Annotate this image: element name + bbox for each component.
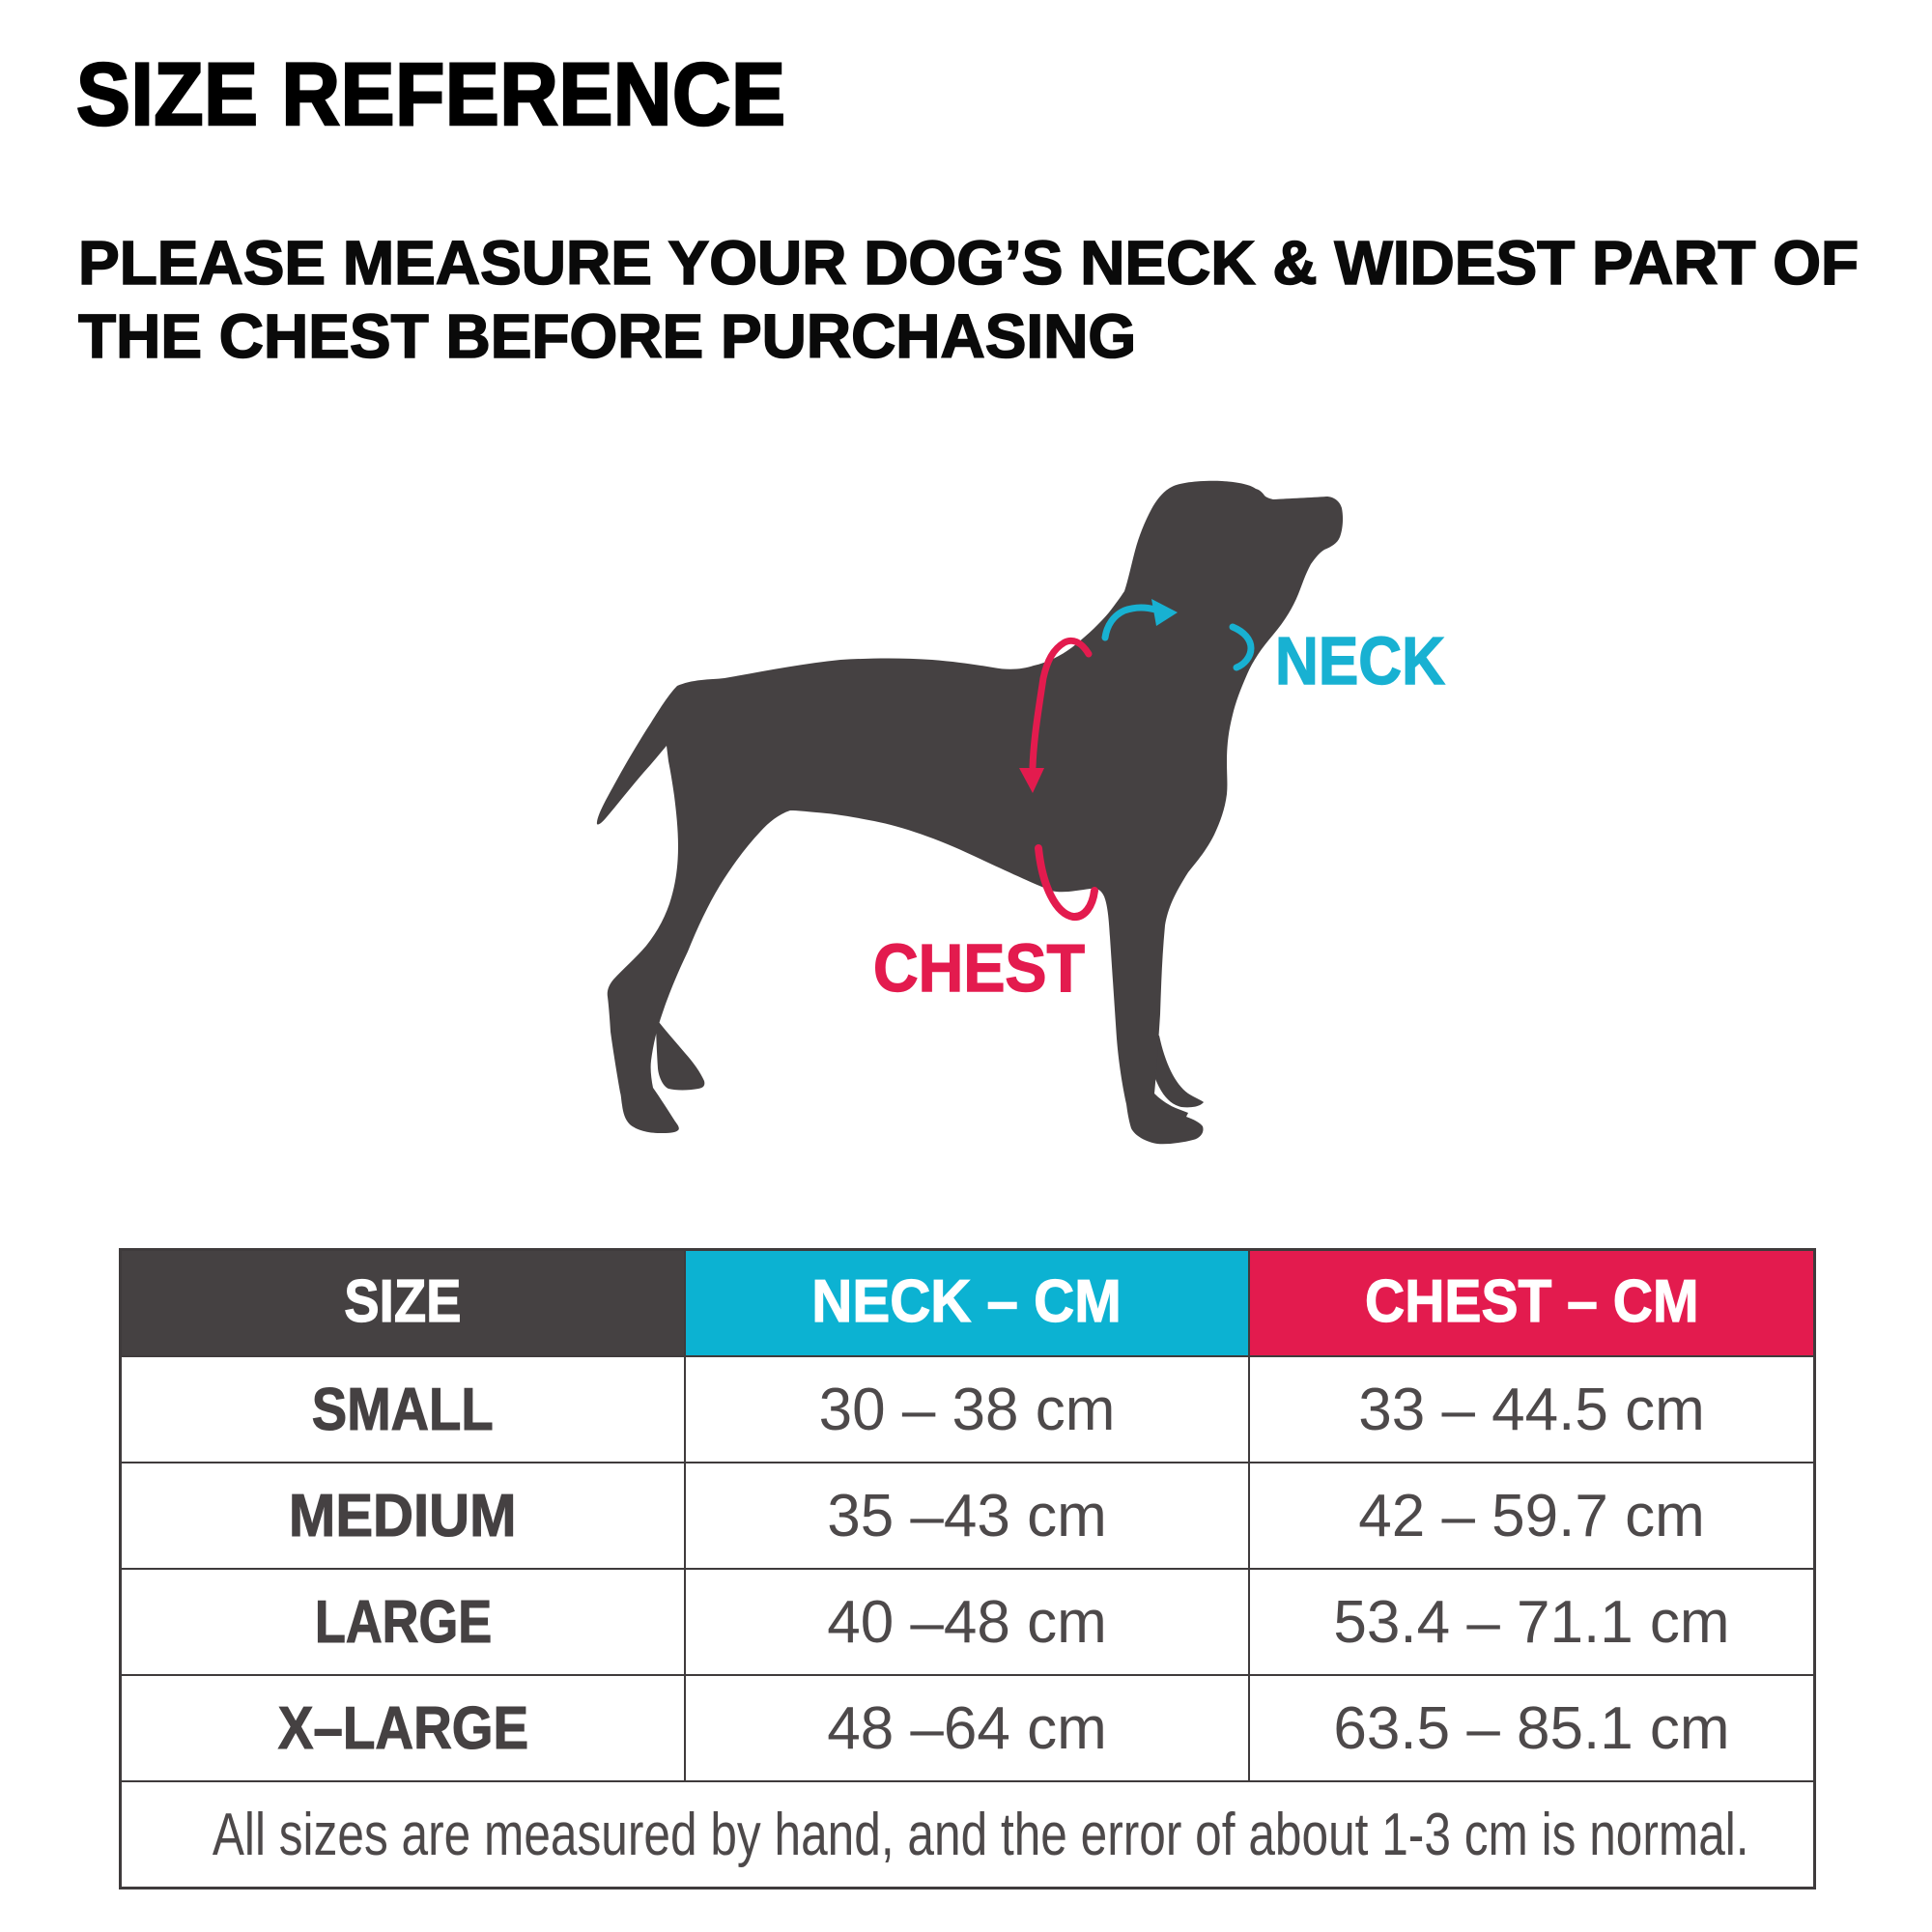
svg-text:NECK: NECK bbox=[1275, 623, 1445, 698]
svg-text:CHEST: CHEST bbox=[873, 930, 1085, 1006]
